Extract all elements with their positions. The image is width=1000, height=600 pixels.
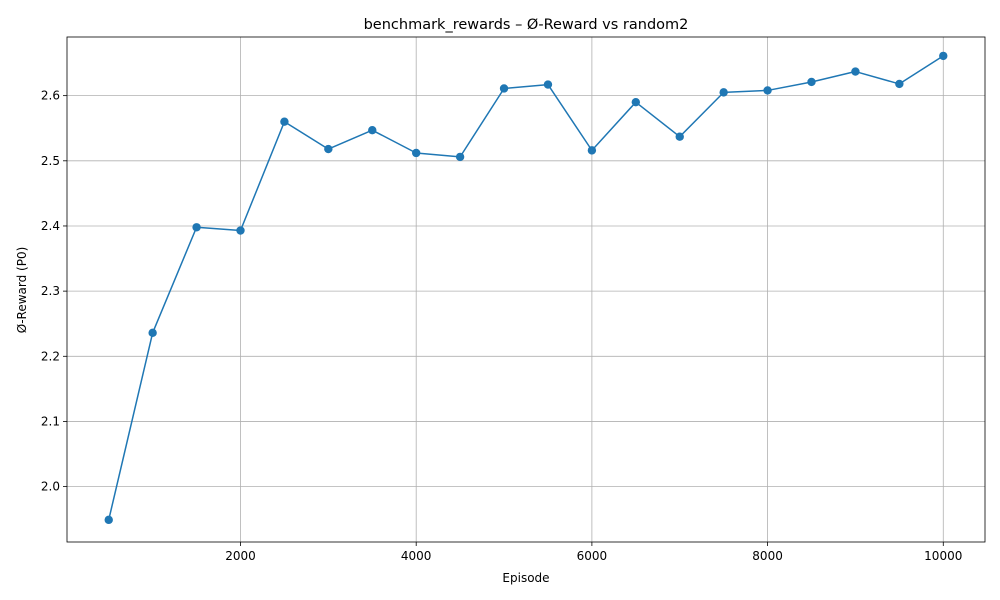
y-axis-title: Ø-Reward (P0) bbox=[15, 247, 29, 334]
x-tick-label: 10000 bbox=[924, 549, 962, 563]
y-tick-label: 2.2 bbox=[41, 349, 60, 363]
y-tick-label: 2.6 bbox=[41, 89, 60, 103]
y-tick-label: 2.1 bbox=[41, 414, 60, 428]
data-point bbox=[236, 226, 245, 235]
series-line bbox=[104, 51, 948, 525]
data-point bbox=[280, 117, 289, 126]
x-tick-label: 8000 bbox=[752, 549, 783, 563]
data-point bbox=[104, 515, 113, 525]
data-point bbox=[543, 80, 553, 89]
data-point bbox=[807, 77, 816, 87]
data-point bbox=[719, 88, 728, 97]
data-point bbox=[587, 146, 597, 155]
data-point bbox=[368, 125, 377, 135]
y-tick-label: 2.4 bbox=[41, 219, 60, 233]
series-polyline bbox=[107, 55, 944, 521]
y-tick-label: 2.5 bbox=[41, 154, 60, 168]
y-tick-label: 2.0 bbox=[41, 480, 60, 494]
data-point bbox=[675, 132, 684, 141]
data-point bbox=[631, 97, 641, 107]
grid bbox=[67, 37, 985, 542]
data-point bbox=[499, 84, 509, 93]
x-tick-label: 6000 bbox=[577, 549, 608, 563]
data-point bbox=[324, 144, 333, 154]
plot-area-frame bbox=[66, 36, 986, 543]
data-point bbox=[895, 79, 904, 89]
x-axis-title: Episode bbox=[502, 571, 549, 585]
y-tick-label: 2.3 bbox=[41, 284, 60, 298]
data-point bbox=[192, 223, 201, 232]
data-point bbox=[939, 51, 948, 61]
data-point bbox=[763, 86, 772, 95]
chart-title: benchmark_rewards – Ø-Reward vs random2 bbox=[364, 17, 689, 33]
data-point bbox=[148, 328, 157, 338]
data-point bbox=[455, 152, 465, 162]
axis-ticks: 2000 4000 6000 8000 10000 2.0 2.1 2.2 2.3 2.4 2.5 2… bbox=[41, 89, 962, 563]
x-tick-label: 2000 bbox=[225, 549, 256, 563]
data-point bbox=[851, 67, 860, 76]
data-point bbox=[411, 148, 421, 158]
x-tick-label: 4000 bbox=[401, 549, 432, 563]
